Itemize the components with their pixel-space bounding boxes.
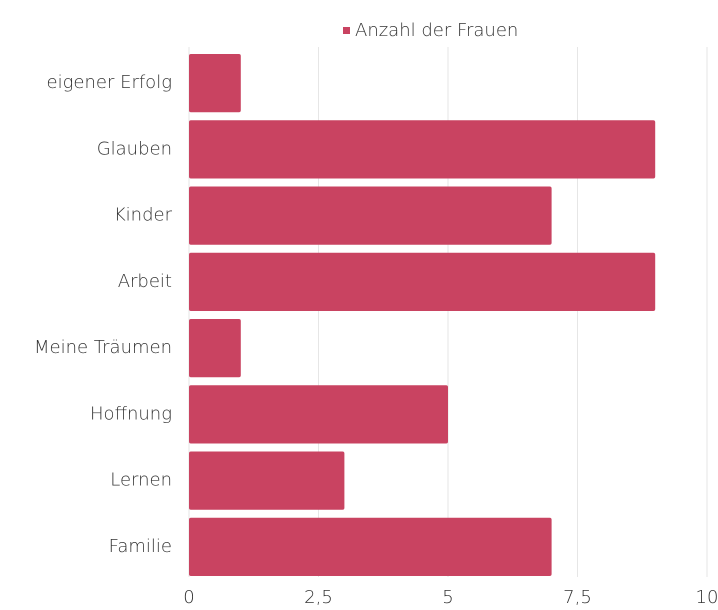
x-tick-label: 10 [696, 587, 718, 608]
bar [189, 517, 552, 576]
y-tick-label: Kinder [114, 205, 173, 226]
bar [189, 54, 241, 113]
x-tick-label: 7,5 [563, 587, 592, 608]
y-tick-label: Hoffnung [90, 403, 172, 424]
y-tick-label: Meine Träumen [34, 337, 172, 358]
bar [189, 451, 345, 510]
bar [189, 186, 552, 245]
x-tick-label: 0 [183, 587, 194, 608]
bar [189, 319, 241, 378]
y-tick-label: Lernen [110, 470, 172, 491]
bar [189, 120, 656, 179]
x-tick-label: 2,5 [304, 587, 333, 608]
legend-label: Anzahl der Frauen [355, 20, 518, 41]
legend-swatch [343, 27, 350, 34]
y-tick-label: Familie [109, 536, 172, 557]
y-tick-label: Glauben [97, 138, 172, 159]
bar [189, 385, 448, 444]
y-tick-label: eigener Erfolg [47, 72, 172, 93]
x-tick-label: 5 [442, 587, 453, 608]
y-tick-label: Arbeit [118, 271, 172, 292]
bar [189, 252, 656, 311]
